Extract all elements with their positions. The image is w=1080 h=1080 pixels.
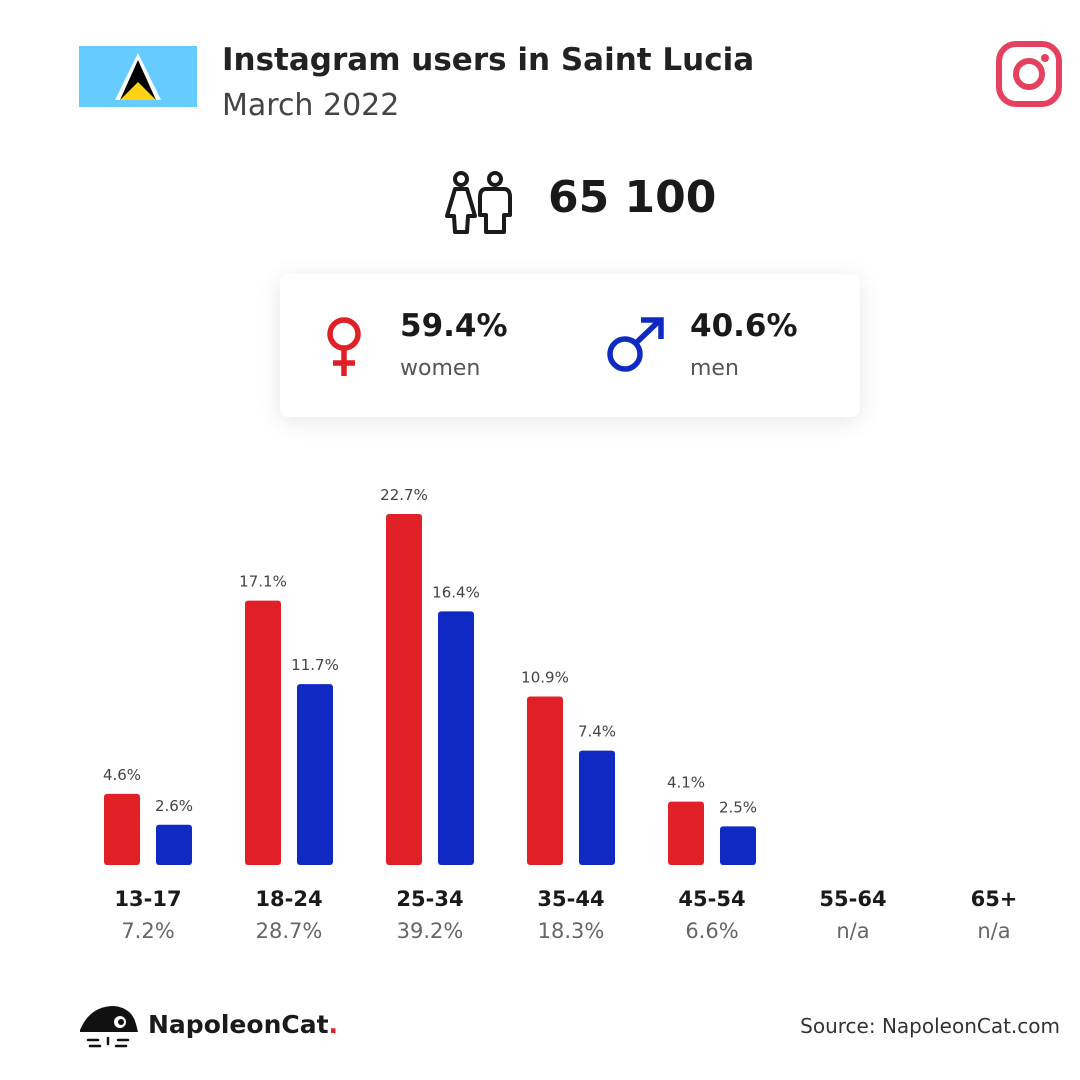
category-total-25-34: 39.2% (397, 919, 464, 943)
bar-label-women-25-34: 22.7% (380, 486, 428, 504)
bar-label-women-18-24: 17.1% (239, 573, 287, 591)
bar-women-25-34 (386, 514, 422, 865)
people-icon (445, 171, 512, 234)
women-label: women (400, 356, 481, 381)
instagram-icon (996, 41, 1062, 107)
men-percentage: 40.6% (690, 308, 798, 344)
category-total-13-17: 7.2% (121, 919, 174, 943)
category-label-65+: 65+ (971, 887, 1018, 911)
bar-women-18-24 (245, 600, 281, 865)
bar-men-25-34 (438, 611, 474, 865)
category-label-13-17: 13-17 (114, 887, 181, 911)
bar-men-18-24 (297, 684, 333, 865)
category-label-18-24: 18-24 (255, 887, 322, 911)
age-gender-bar-chart: 4.6% 2.6% 13-17 7.2% 17.1% 11.7% 18-24 28.7% 22.… (103, 486, 1018, 943)
napoleoncat-logo-icon (80, 1006, 138, 1048)
gender-card: 59.4% women 40.6% men (280, 274, 860, 417)
men-label: men (690, 356, 739, 381)
female-symbol-icon (327, 317, 361, 376)
bar-men-45-54 (720, 826, 756, 865)
category-total-18-24: 28.7% (256, 919, 323, 943)
page-subtitle: March 2022 (222, 88, 400, 123)
bar-label-men-35-44: 7.4% (578, 723, 616, 741)
category-label-25-34: 25-34 (396, 887, 463, 911)
bar-label-men-25-34: 16.4% (432, 583, 480, 601)
bar-label-men-18-24: 11.7% (291, 656, 339, 674)
category-label-45-54: 45-54 (678, 887, 745, 911)
bar-women-35-44 (527, 696, 563, 865)
bar-label-men-13-17: 2.6% (155, 797, 193, 815)
bar-men-13-17 (156, 824, 192, 865)
category-total-55-64: n/a (836, 919, 869, 943)
page-title: Instagram users in Saint Lucia (222, 42, 755, 78)
male-symbol-icon (607, 317, 664, 372)
bar-label-women-45-54: 4.1% (667, 774, 705, 792)
women-percentage: 59.4% (400, 308, 508, 344)
bar-men-35-44 (579, 750, 615, 865)
bar-label-women-35-44: 10.9% (521, 668, 569, 686)
brand-name: NapoleonCat. (148, 1010, 339, 1039)
category-total-35-44: 18.3% (538, 919, 605, 943)
source-text: Source: NapoleonCat.com (800, 1014, 1060, 1038)
category-total-45-54: 6.6% (685, 919, 738, 943)
bar-women-13-17 (104, 793, 140, 865)
category-label-35-44: 35-44 (537, 887, 604, 911)
category-total-65+: n/a (977, 919, 1010, 943)
bar-label-men-45-54: 2.5% (719, 798, 757, 816)
saint-lucia-flag-icon (79, 46, 197, 107)
bar-label-women-13-17: 4.6% (103, 766, 141, 784)
bar-women-45-54 (668, 801, 704, 865)
total-users: 65 100 (548, 172, 717, 223)
category-label-55-64: 55-64 (819, 887, 886, 911)
